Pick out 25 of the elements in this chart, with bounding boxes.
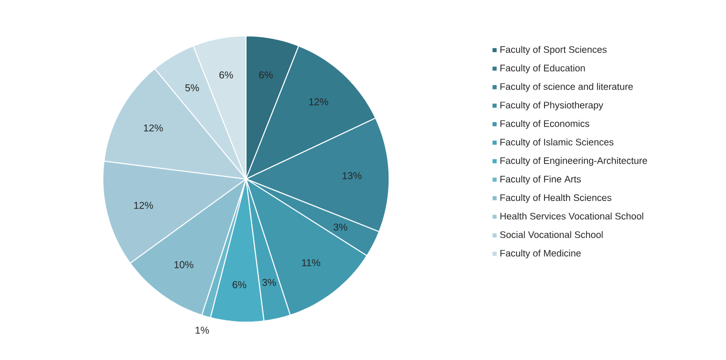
legend-label: Social Vocational School xyxy=(500,231,603,238)
data-label: 5% xyxy=(185,84,199,92)
legend-label: Faculty of Physiotherapy xyxy=(500,101,604,110)
data-label: 6% xyxy=(219,71,234,78)
data-label: 6% xyxy=(232,281,246,288)
data-label: 13% xyxy=(342,172,362,180)
data-label: 11% xyxy=(302,259,320,266)
legend-label: Faculty of science and literature xyxy=(500,82,633,92)
data-label: 3% xyxy=(334,224,348,231)
data-label: 6% xyxy=(259,71,273,78)
legend-label: Faculty of Economics xyxy=(500,120,590,129)
data-label: 12% xyxy=(309,98,328,106)
data-label: 12% xyxy=(134,202,154,209)
data-label: 12% xyxy=(144,124,163,132)
legend-label: Faculty of Engineering-Architecture xyxy=(500,157,648,166)
data-label: 3% xyxy=(262,278,276,286)
data-label: 1% xyxy=(196,326,209,334)
data-label: 10% xyxy=(174,261,194,268)
legend-label: Faculty of Fine Arts xyxy=(500,176,581,184)
legend-label: Faculty of Medicine xyxy=(500,250,581,258)
legend-label: Faculty of Islamic Sciences xyxy=(500,138,614,148)
legend-label: Faculty of Education xyxy=(500,64,585,74)
legend-label: Faculty of Health Sciences xyxy=(500,194,612,203)
legend-label: Health Services Vocational School xyxy=(500,212,644,220)
legend-label: Faculty of Sport Sciences xyxy=(500,46,607,55)
